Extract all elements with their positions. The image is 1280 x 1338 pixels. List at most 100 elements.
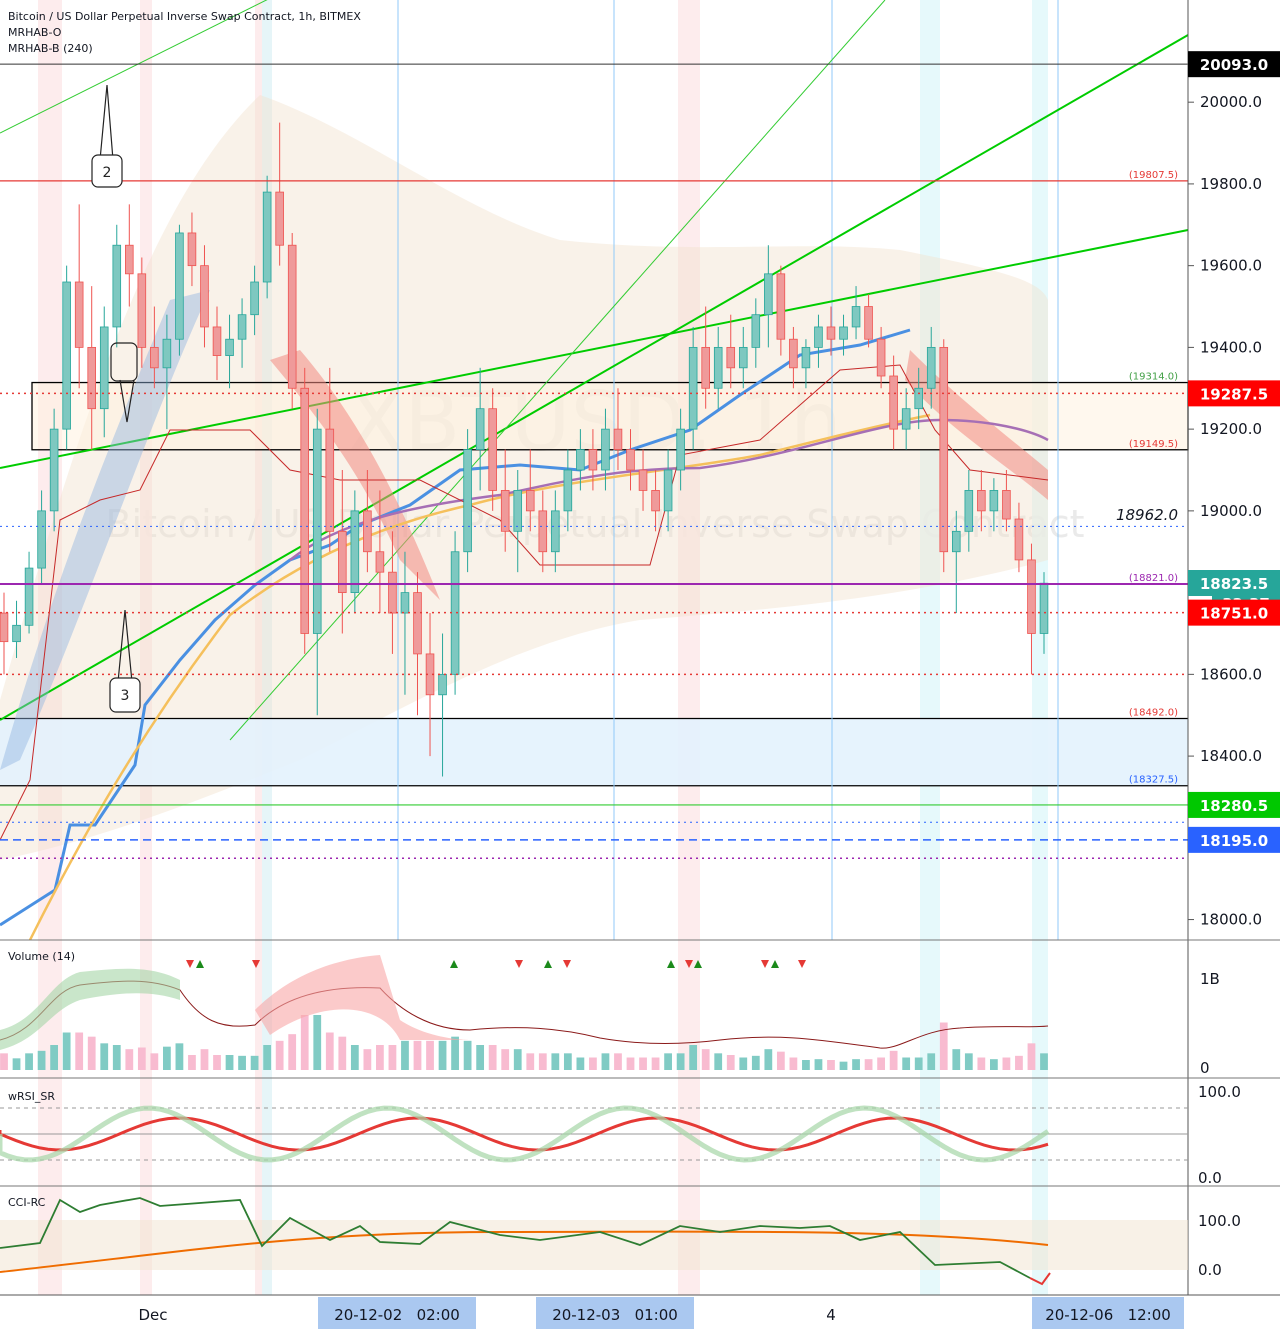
candle-body	[275, 191, 284, 246]
candle-body	[488, 408, 497, 491]
volume-bar	[438, 1040, 447, 1070]
candle	[839, 314, 848, 356]
volume-bar	[338, 1036, 347, 1070]
candle-body	[864, 306, 873, 340]
candle-body	[977, 490, 986, 512]
candle-body	[87, 346, 96, 410]
candle-body	[538, 510, 548, 553]
candle	[676, 408, 685, 491]
price-tick-label: 19200.0	[1200, 420, 1262, 438]
candle	[24, 551, 34, 634]
price-tick-label: 19600.0	[1200, 257, 1262, 275]
candle-body	[738, 346, 748, 369]
candle	[738, 326, 748, 389]
candle	[776, 265, 786, 356]
wrsi-axis-tick-0: 0.0	[1198, 1169, 1222, 1187]
candle-body	[626, 449, 635, 471]
wrsi-line	[0, 1116, 1049, 1152]
candle	[212, 306, 222, 381]
time-highlight-1: 20-12-02 02:00	[334, 1306, 460, 1324]
candle	[375, 490, 385, 614]
price-label-18962: 18962.0	[1116, 506, 1178, 524]
time-highlight-1-bg	[318, 1297, 476, 1329]
trendline-main	[0, 229, 1189, 469]
volume-bar	[526, 1053, 535, 1070]
volume-pane[interactable]	[0, 955, 1049, 1070]
cci-band	[0, 1220, 1188, 1270]
candle-body	[375, 551, 385, 573]
candle-body	[24, 567, 34, 626]
volume-bar	[300, 1015, 309, 1070]
volume-bar	[714, 1053, 723, 1070]
volume-bar	[538, 1053, 547, 1070]
candle-body	[0, 612, 9, 643]
price-badge-bg	[1188, 791, 1280, 818]
volume-axis-tick-0: 0	[1200, 1059, 1210, 1077]
wrsi-pane[interactable]	[0, 1105, 1188, 1163]
candle-body	[676, 428, 685, 471]
volume-bar	[376, 1045, 384, 1070]
candle	[150, 306, 159, 389]
candle-body	[713, 346, 723, 389]
time-highlight-3: 20-12-06 12:00	[1045, 1306, 1171, 1324]
volume-bar	[751, 1055, 760, 1070]
cci-line-tail	[1029, 1272, 1051, 1286]
price-tick-label: 18600.0	[1200, 665, 1262, 683]
candle-body	[37, 510, 46, 569]
cci-pane[interactable]	[0, 1197, 1188, 1286]
price-badge-bg	[1188, 599, 1280, 626]
volume-bar	[388, 1045, 397, 1070]
volume-bar	[188, 1055, 196, 1070]
time-highlight-2: 20-12-03 01:00	[552, 1306, 678, 1324]
candle-body	[851, 306, 861, 328]
candle	[250, 265, 259, 336]
cci-line	[0, 1197, 1031, 1279]
price-badge-label: 18823.5	[1200, 575, 1268, 593]
candle-body	[400, 592, 410, 614]
candle-body	[388, 571, 397, 614]
volume-bar	[877, 1057, 885, 1070]
time-label-dec: Dec	[138, 1306, 167, 1324]
cci-axis-tick-100: 100.0	[1198, 1212, 1241, 1230]
indicator-lines	[0, 0, 1189, 941]
candle-body	[200, 265, 209, 328]
candle-body	[225, 338, 234, 356]
candle	[701, 306, 710, 409]
candle	[1014, 502, 1024, 573]
signal-down-icon	[798, 960, 806, 968]
candles[interactable]	[0, 122, 1049, 777]
volume-bar	[964, 1053, 973, 1070]
level-label: (18821.0)	[1129, 573, 1178, 584]
candle-body	[99, 326, 109, 410]
candle-body	[613, 428, 623, 450]
candle	[388, 531, 397, 654]
volume-bar	[814, 1059, 823, 1070]
candle	[713, 326, 723, 409]
price-badge-label: 18280.5	[1200, 797, 1268, 815]
candle-body	[1027, 559, 1036, 634]
signal-down-icon	[252, 960, 260, 968]
volume-cloud-green	[0, 968, 180, 1050]
price-axis[interactable]: 20000.0 19800.0 19600.0 19400.0 19200.0 19000…	[1188, 51, 1280, 929]
candle	[801, 339, 811, 389]
candle	[112, 224, 122, 348]
volume-pane-title: Volume (14)	[8, 950, 75, 963]
candle-body	[137, 273, 147, 348]
candle	[576, 429, 585, 491]
volume-cloud-red	[255, 955, 470, 1040]
candle	[989, 478, 999, 532]
candle-body	[939, 346, 949, 553]
cci-pane-title: CCI-RC	[8, 1196, 46, 1209]
volume-bar	[75, 1032, 84, 1070]
price-tick-label: 19400.0	[1200, 338, 1262, 356]
time-axis[interactable]: Dec 4 20-12-02 02:00 20-12-03 01:00 20-1…	[138, 1297, 1184, 1329]
candle	[187, 212, 197, 287]
candle	[551, 490, 560, 573]
candle-body	[776, 273, 786, 340]
candle	[901, 388, 911, 450]
volume-bar	[852, 1059, 860, 1070]
volume-bar	[764, 1049, 773, 1070]
candle	[864, 294, 873, 348]
session-band	[920, 0, 940, 1295]
